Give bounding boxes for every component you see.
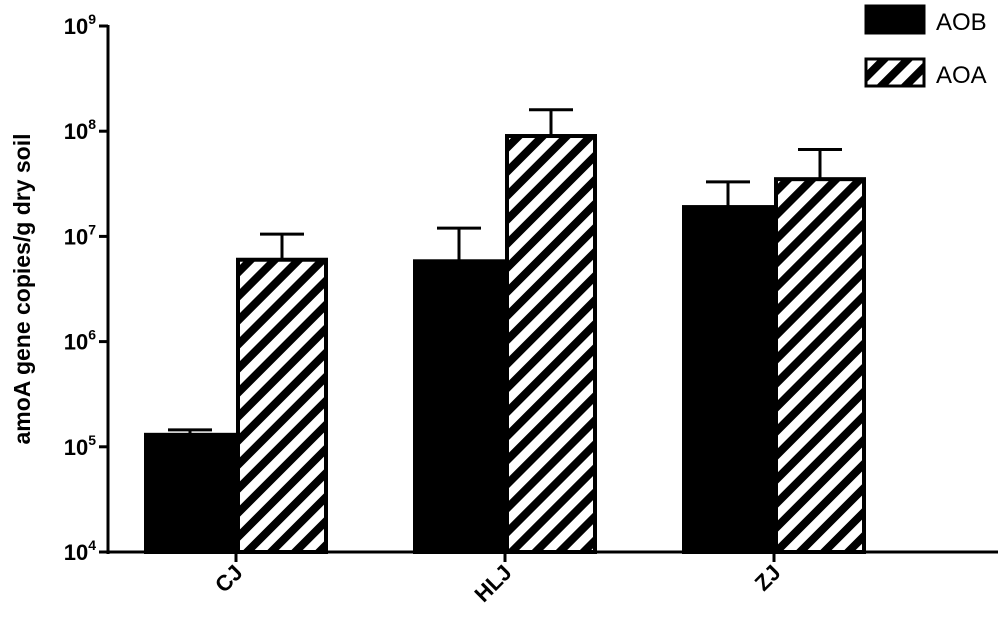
y-tick-base: 10 [64, 435, 88, 460]
y-tick-exponent: 4 [88, 537, 96, 553]
y-tick-exponent: 5 [88, 432, 96, 448]
y-tick-label: 108 [64, 116, 96, 144]
legend-swatch-aob [864, 4, 926, 35]
y-tick-exponent: 9 [88, 11, 96, 27]
y-tick-label: 104 [64, 537, 96, 565]
bar-aoa-cj [236, 257, 328, 554]
y-tick-label: 106 [64, 327, 96, 355]
y-tick-exponent: 6 [88, 327, 96, 343]
bar-aob-zj [682, 205, 774, 554]
y-tick-base: 10 [64, 119, 88, 144]
bar-aob-cj [144, 432, 236, 555]
y-tick-base: 10 [64, 330, 88, 355]
y-tick-label: 109 [64, 11, 96, 39]
bar-aoa-hlj [505, 134, 597, 554]
bar-aob-hlj [413, 259, 505, 554]
legend: AOB AOA [864, 4, 987, 89]
category-label-zj: ZJ [750, 560, 786, 596]
y-tick-label: 107 [64, 221, 96, 249]
category-label-cj: CJ [210, 560, 248, 598]
y-tick-exponent: 7 [88, 221, 96, 237]
y-tick-label: 105 [64, 432, 96, 460]
y-tick-base: 10 [64, 224, 88, 249]
legend-label-aoa: AOA [936, 62, 987, 89]
y-tick-base: 10 [64, 540, 88, 565]
y-axis-label: amoA gene copies/g dry soil [9, 133, 35, 444]
category-label-hlj: HLJ [469, 560, 516, 607]
bar-aoa-zj [774, 177, 866, 555]
legend-label-aob: AOB [936, 9, 987, 36]
legend-swatch-aoa [864, 57, 926, 88]
y-tick-base: 10 [64, 14, 88, 39]
y-tick-exponent: 8 [88, 116, 96, 132]
